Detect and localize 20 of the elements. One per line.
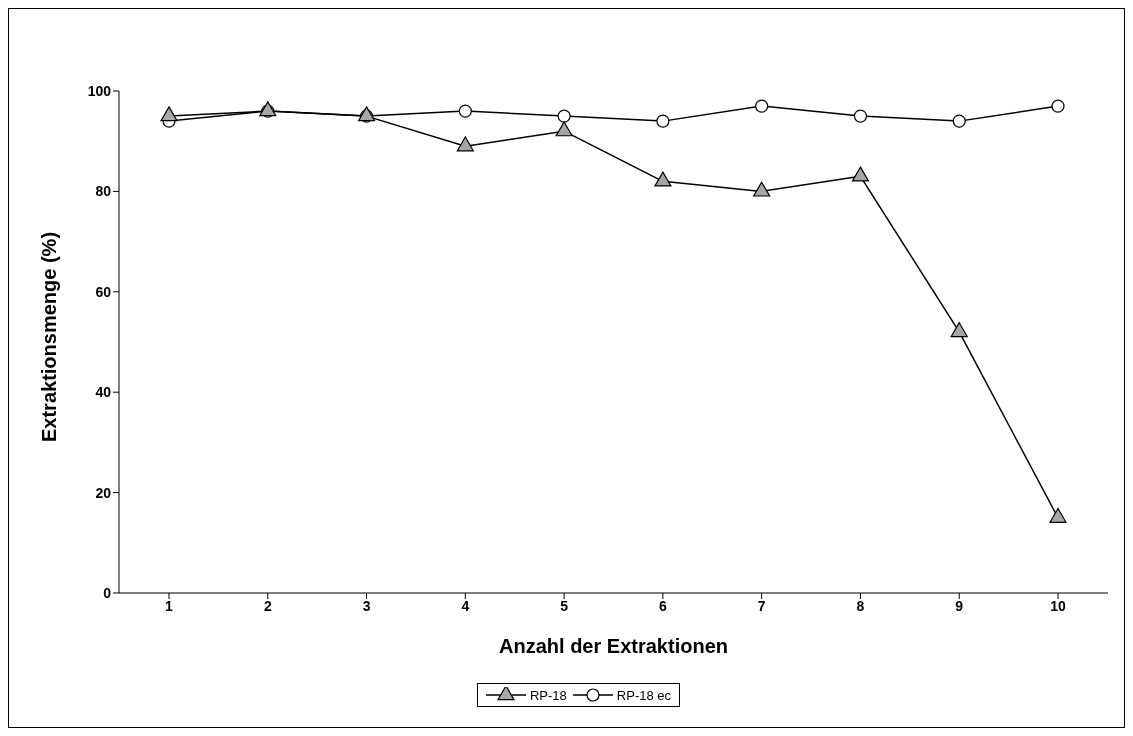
- x-axis-title: Anzahl der Extraktionen: [499, 635, 728, 657]
- x-tick-label: 1: [165, 597, 174, 614]
- y-tick-label: 80: [95, 183, 112, 200]
- x-tick-label: 9: [955, 597, 964, 614]
- x-tick-label: 2: [263, 597, 272, 614]
- x-tick-label: 4: [461, 597, 470, 614]
- x-tick-label: 8: [856, 597, 865, 614]
- y-tick-label: 0: [103, 584, 112, 601]
- legend-label: RP-18: [528, 687, 567, 703]
- x-tick-label: 7: [757, 597, 766, 614]
- y-axis-title: Extraktionsmenge (%): [38, 231, 61, 442]
- legend-label: RP-18 ec: [615, 687, 672, 703]
- x-tick-label: 3: [362, 597, 371, 614]
- y-tick-label: 100: [87, 82, 112, 99]
- x-tick-label: 5: [560, 597, 569, 614]
- y-tick-label: 40: [95, 384, 112, 401]
- y-tick-label: 60: [95, 283, 112, 300]
- x-tick-label: 6: [658, 597, 667, 614]
- x-tick-label: 10: [1050, 597, 1066, 614]
- y-tick-label: 20: [95, 484, 112, 501]
